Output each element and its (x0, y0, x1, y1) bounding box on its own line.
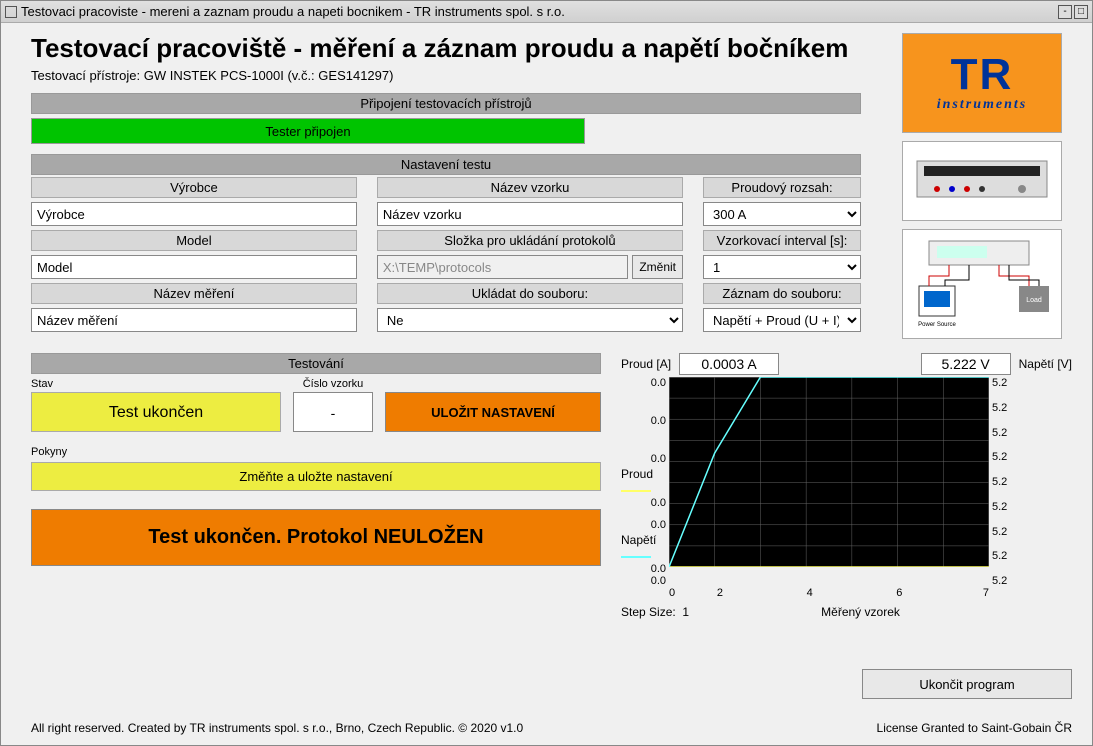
proud-label: Proud [A] (621, 357, 671, 371)
step-label: Step Size: (621, 605, 676, 619)
rozsah-label: Proudový rozsah: (703, 177, 861, 198)
ulozit-nastaveni-button[interactable]: ULOŽIT NASTAVENÍ (385, 392, 601, 432)
section-connection-header: Připojení testovacích přístrojů (31, 93, 861, 114)
chart-xlabel: Měřený vzorek (689, 605, 1032, 619)
maximize-button[interactable]: □ (1074, 5, 1088, 19)
vyrobce-label: Výrobce (31, 177, 357, 198)
napeti-label: Napětí [V] (1019, 357, 1072, 371)
chart-plot (669, 377, 989, 567)
stav-label: Stav (31, 378, 281, 390)
sysmenu-icon[interactable] (5, 6, 17, 18)
page-title: Testovací pracoviště - měření a záznam p… (31, 33, 882, 64)
step-value: 1 (682, 605, 689, 619)
svg-text:Load: Load (1026, 297, 1042, 304)
section-test-header: Testování (31, 353, 601, 374)
legend-proud: Proud (621, 467, 666, 495)
napeti-readout: 5.222 V (921, 353, 1011, 375)
main-window: Testovaci pracoviste - mereni a zaznam p… (0, 0, 1093, 746)
interval-label: Vzorkovací interval [s]: (703, 230, 861, 251)
model-label: Model (31, 230, 357, 251)
slozka-label: Složka pro ukládání protokolů (377, 230, 683, 251)
stav-value: Test ukončen (31, 392, 281, 432)
model-input[interactable] (31, 255, 357, 279)
ukladat-select[interactable]: Ne (377, 308, 683, 332)
vyrobce-input[interactable] (31, 202, 357, 226)
nazev-mereni-label: Název měření (31, 283, 357, 304)
connection-status: Tester připojen (31, 118, 585, 144)
minimize-button[interactable]: - (1058, 5, 1072, 19)
proud-readout: 0.0003 A (679, 353, 779, 375)
nazev-mereni-input[interactable] (31, 308, 357, 332)
legend-napeti: Napětí (621, 533, 666, 561)
device-image-1 (902, 141, 1062, 221)
final-status: Test ukončen. Protokol NEULOŽEN (31, 509, 601, 566)
footer-right: License Granted to Saint-Gobain ČR (877, 721, 1072, 735)
rozsah-select[interactable]: 300 A (703, 202, 861, 226)
cislo-value: - (293, 392, 373, 432)
ukladat-label: Ukládat do souboru: (377, 283, 683, 304)
section-settings-header: Nastavení testu (31, 154, 861, 175)
slozka-input (377, 255, 628, 279)
device-image-2: Power Source Load (902, 229, 1062, 339)
cislo-label: Číslo vzorku (293, 378, 373, 390)
zaznam-select[interactable]: Napětí + Proud (U + I) (703, 308, 861, 332)
ukoncit-button[interactable]: Ukončit program (862, 669, 1072, 699)
tr-logo: TR instruments (902, 33, 1062, 133)
zaznam-label: Záznam do souboru: (703, 283, 861, 304)
svg-text:Power Source: Power Source (918, 322, 956, 328)
interval-select[interactable]: 1 (703, 255, 861, 279)
pokyny-value: Změňte a uložte nastavení (31, 462, 601, 491)
window-title: Testovaci pracoviste - mereni a zaznam p… (21, 4, 565, 19)
zmenit-button[interactable]: Změnit (632, 255, 683, 279)
pokyny-label: Pokyny (31, 446, 601, 458)
page-subtitle: Testovací přístroje: GW INSTEK PCS-1000I… (31, 68, 882, 83)
nazev-vzorku-input[interactable] (377, 202, 683, 226)
nazev-vzorku-label: Název vzorku (377, 177, 683, 198)
footer-left: All right reserved. Created by TR instru… (31, 721, 523, 735)
titlebar: Testovaci pracoviste - mereni a zaznam p… (1, 1, 1092, 23)
